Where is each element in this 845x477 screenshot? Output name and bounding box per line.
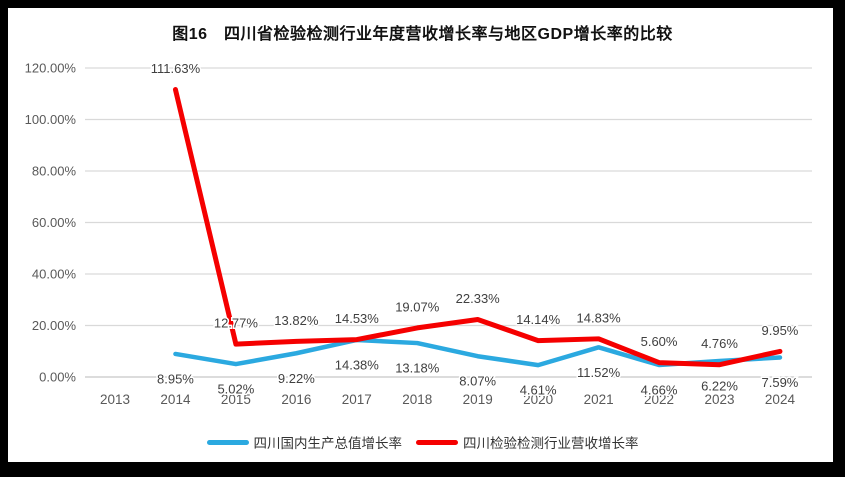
legend-label-industry: 四川检验检测行业营收增长率: [463, 436, 639, 451]
chart-title: 图16 四川省检验检测行业年度营收增长率与地区GDP增长率的比较: [172, 26, 673, 43]
y-axis-tick-label: 20.00%: [32, 318, 77, 333]
data-point-label: 4.61%: [520, 383, 557, 398]
x-axis-year-label: 2022: [644, 392, 674, 407]
data-point-label: 8.07%: [459, 374, 496, 389]
data-point-label: 19.07%: [395, 299, 440, 314]
data-point-label: 22.33%: [456, 291, 501, 306]
x-axis-year-label: 2016: [281, 392, 311, 407]
data-point-label: 14.14%: [516, 312, 561, 327]
data-point-label: 13.82%: [274, 313, 319, 328]
x-axis-year-label: 2017: [342, 392, 372, 407]
y-axis-tick-label: 0.00%: [39, 370, 76, 385]
data-point-label: 14.38%: [335, 357, 380, 372]
data-point-label: 11.52%: [577, 365, 621, 380]
data-point-label: 7.59%: [762, 375, 799, 390]
data-point-label: 9.22%: [278, 371, 315, 386]
x-axis-year-label: 2014: [160, 392, 191, 407]
data-point-label: 4.66%: [641, 383, 678, 398]
industry-revenue-growth-line: [172, 87, 783, 368]
industry-line-swatch-icon: [416, 439, 458, 445]
data-point-label: 14.83%: [577, 310, 622, 325]
chart-legend: 四川国内生产总值增长率 四川检验检测行业营收增长率: [0, 432, 845, 452]
data-point-label: 9.95%: [762, 323, 799, 338]
legend-label-gdp: 四川国内生产总值增长率: [253, 436, 403, 451]
y-axis-tick-label: 100.00%: [25, 112, 77, 127]
y-axis-tick-label: 80.00%: [32, 164, 77, 179]
data-point-label: 5.60%: [641, 334, 678, 349]
x-axis-year-label: 2024: [765, 392, 796, 407]
x-axis-year-label: 2020: [523, 392, 553, 407]
y-axis-tick-label: 120.00%: [25, 61, 77, 76]
legend-item-industry: 四川检验检测行业营收增长率: [416, 432, 639, 452]
x-axis-year-label: 2018: [402, 392, 432, 407]
data-point-label: 6.22%: [701, 378, 738, 393]
data-point-label: 13.18%: [395, 361, 440, 376]
data-point-label: 14.53%: [335, 311, 380, 326]
data-point-label: 111.63%: [151, 61, 201, 76]
legend-item-gdp: 四川国内生产总值增长率: [206, 432, 403, 452]
gdp-line-swatch-icon: [206, 439, 249, 445]
x-axis-year-label: 2019: [463, 392, 493, 407]
data-point-label: 12.77%: [214, 316, 259, 331]
chart-canvas: [8, 8, 833, 462]
x-axis-year-label: 2013: [100, 392, 130, 407]
data-point-label: 5.02%: [217, 382, 254, 397]
x-axis-year-label: 2015: [221, 392, 251, 407]
y-axis-tick-label: 40.00%: [32, 267, 77, 282]
x-axis-year-label: 2021: [584, 392, 614, 407]
x-axis-year-label: 2023: [704, 392, 734, 407]
data-point-label: 4.76%: [701, 336, 738, 351]
data-point-label: 8.95%: [157, 371, 194, 386]
y-axis-tick-label: 60.00%: [32, 215, 77, 230]
